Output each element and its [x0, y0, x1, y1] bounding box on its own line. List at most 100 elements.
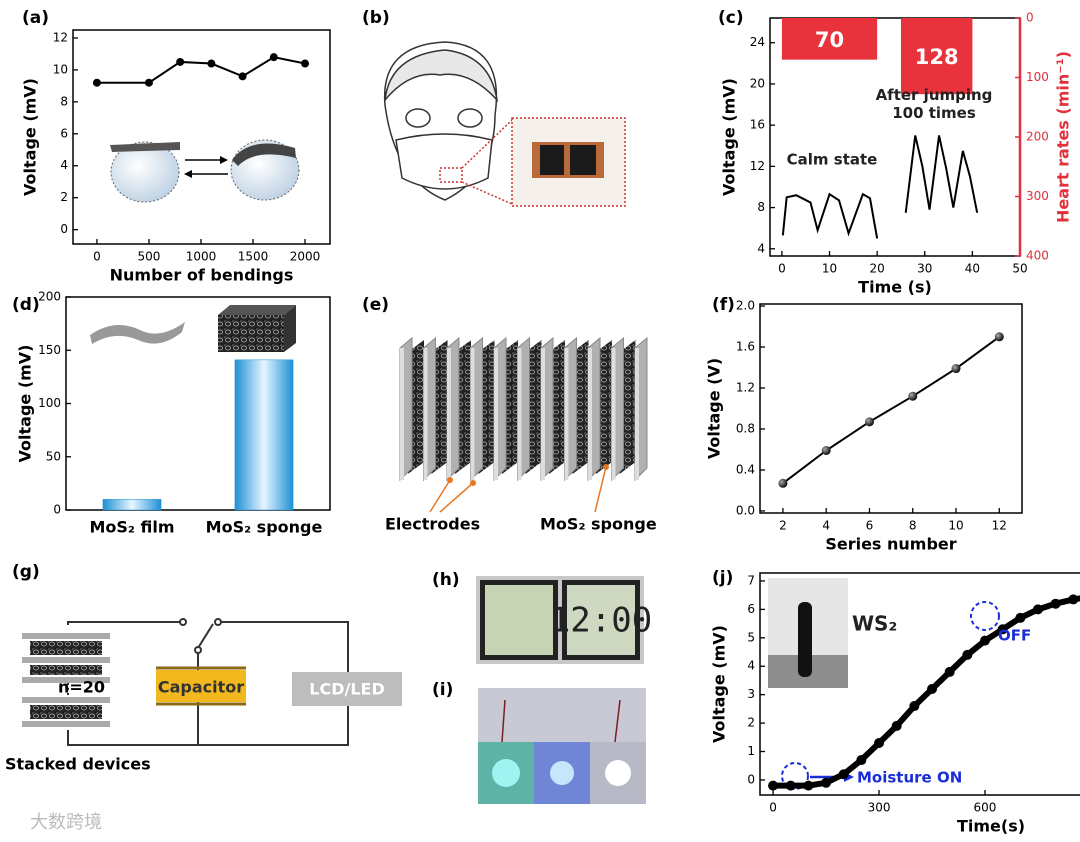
y-tick-label: 4	[747, 659, 755, 673]
x-tick-label: 2	[779, 519, 787, 533]
y-tick-label: 150	[38, 343, 61, 357]
data-point	[994, 332, 1004, 342]
electrodes-label: Electrodes	[385, 515, 480, 534]
y2-tick-label: 0	[1026, 11, 1034, 25]
y-axis-label: Voltage (mV)	[710, 625, 729, 743]
annotation: OFF	[998, 627, 1031, 645]
face-illustration	[383, 41, 626, 207]
data-point	[785, 780, 796, 791]
electrode-face	[517, 348, 522, 480]
y-tick-label: 4	[757, 241, 765, 255]
panel-label: (f)	[712, 295, 735, 315]
y-tick-label: 3	[747, 687, 755, 701]
panel-label: (b)	[362, 8, 390, 28]
data-point	[864, 417, 874, 427]
plot-frame	[759, 572, 1080, 796]
data-point	[838, 769, 849, 780]
y-tick-label: 0	[60, 222, 68, 236]
y-tick-label: 1	[747, 744, 755, 758]
x-tick-label: 10	[948, 519, 963, 533]
y-tick-label: 4	[60, 158, 68, 172]
data-point	[891, 720, 902, 731]
led-photos	[478, 688, 646, 804]
load-label: LCD/LED	[309, 680, 384, 699]
y-tick-label: 6	[60, 126, 68, 140]
data-line	[782, 335, 1000, 485]
electrode-face	[635, 348, 639, 480]
annotation: Moisture ON	[857, 769, 962, 787]
data-point	[144, 78, 153, 87]
y-tick-label: 2.0	[736, 299, 755, 313]
data-point	[768, 780, 779, 791]
electrode-face	[588, 348, 592, 480]
y-axis-label: Voltage (mV)	[21, 78, 40, 196]
x-tick-label: 600	[974, 801, 997, 815]
data-point	[301, 59, 310, 68]
pointer	[429, 479, 451, 513]
x-tick-label: MoS₂ sponge	[206, 518, 323, 537]
x-tick-label: 1000	[186, 250, 217, 264]
data-point	[778, 478, 788, 488]
x-tick-label: 50	[1012, 262, 1027, 276]
capacitor-label: Capacitor	[158, 678, 244, 697]
x-tick-label: 10	[822, 262, 837, 276]
x-tick-label: 500	[138, 250, 161, 264]
panel-label: (a)	[22, 8, 49, 28]
sponge-label: MoS₂ sponge	[540, 515, 657, 534]
x-tick-label: 0	[769, 801, 777, 815]
y-tick-label: 0.0	[736, 503, 755, 517]
panel-label: (d)	[12, 295, 40, 315]
electrode-face	[423, 348, 428, 480]
bending-inset	[110, 139, 300, 203]
panel-label: (i)	[432, 680, 453, 700]
data-point	[238, 72, 247, 81]
heart-rate-bar	[781, 18, 878, 60]
data-point	[1015, 612, 1026, 623]
electrode-face	[541, 348, 545, 480]
data-point	[909, 701, 920, 712]
data-point	[821, 446, 831, 456]
data-point	[821, 777, 832, 788]
data-point	[962, 649, 973, 660]
x-axis-label: Series number	[825, 535, 956, 554]
data-point	[908, 391, 918, 401]
electrode-face	[470, 348, 475, 480]
film-inset	[90, 322, 185, 344]
data-line	[781, 192, 879, 239]
data-point	[997, 624, 1008, 635]
sponge-inset	[218, 305, 296, 352]
data-point	[951, 364, 961, 374]
data-point	[1032, 604, 1043, 615]
ws2-photo	[768, 578, 1000, 790]
bar	[234, 359, 294, 511]
x-tick-label: 12	[992, 519, 1007, 533]
pointer	[439, 482, 474, 513]
y-tick-label: 7	[747, 573, 755, 587]
y-tick-label: 2	[60, 190, 68, 204]
y-tick-label: 50	[46, 449, 61, 463]
electrode-face	[447, 348, 451, 480]
y2-tick-label: 200	[1026, 130, 1049, 144]
y2-tick-label: 400	[1026, 249, 1049, 263]
stacked-device-illustration	[399, 336, 648, 482]
x-axis-label: Number of bendings	[110, 266, 294, 285]
y-tick-label: 16	[750, 118, 765, 132]
y-tick-label: 10	[53, 62, 68, 76]
panel-label: (c)	[718, 8, 744, 28]
series-annotation: After jumping 100 times	[875, 86, 993, 122]
series-annotation: Calm state	[787, 151, 878, 169]
y-tick-label: 0	[53, 503, 61, 517]
y-tick-label: 0.8	[736, 421, 755, 435]
x-tick-label: 4	[822, 519, 830, 533]
y-tick-label: 12	[53, 30, 68, 44]
y-tick-label: 1.2	[736, 381, 755, 395]
lcd-displays	[476, 576, 644, 664]
watermark: 大数跨境	[30, 812, 102, 833]
electrode-face	[564, 348, 569, 480]
data-point	[207, 59, 216, 68]
y-axis-label: Voltage (V)	[705, 358, 724, 459]
stack-label: Stacked devices	[5, 755, 151, 774]
electrode-face	[611, 348, 616, 480]
panel-label: (e)	[362, 295, 389, 315]
